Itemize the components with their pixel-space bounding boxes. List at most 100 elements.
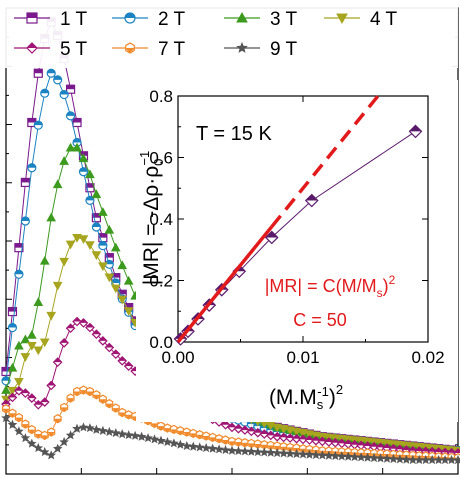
data-point bbox=[40, 88, 50, 98]
data-point bbox=[202, 431, 211, 441]
data-point-fill bbox=[215, 438, 224, 443]
data-point bbox=[59, 257, 69, 267]
data-point bbox=[39, 255, 50, 265]
data-point bbox=[105, 399, 114, 409]
data-point bbox=[98, 336, 108, 346]
data-point-fill bbox=[21, 389, 30, 394]
data-point-fill bbox=[73, 317, 82, 322]
data-point bbox=[375, 453, 386, 463]
data-point bbox=[104, 426, 115, 437]
data-point-fill bbox=[14, 386, 23, 391]
data-point-fill bbox=[34, 400, 43, 405]
data-point-fill bbox=[208, 437, 217, 442]
data-point-fill bbox=[8, 323, 17, 328]
data-point-fill bbox=[118, 412, 127, 417]
data-point bbox=[220, 419, 231, 430]
inset-y-label-sub: 0 bbox=[151, 159, 166, 166]
data-point bbox=[65, 430, 76, 440]
data-point-fill bbox=[66, 324, 75, 329]
data-point bbox=[66, 393, 75, 403]
data-point bbox=[194, 442, 205, 452]
data-point-fill bbox=[34, 121, 43, 126]
data-point-fill bbox=[428, 447, 437, 452]
data-point bbox=[201, 442, 211, 453]
data-point-fill bbox=[111, 273, 120, 278]
data-point bbox=[123, 430, 134, 440]
data-point bbox=[182, 427, 191, 437]
legend-marker-fill bbox=[125, 48, 135, 53]
legend-label: 4 T bbox=[370, 9, 398, 30]
data-point bbox=[356, 452, 366, 462]
data-point bbox=[110, 349, 121, 360]
data-point bbox=[14, 340, 24, 350]
data-point bbox=[324, 437, 334, 447]
data-point bbox=[298, 434, 308, 445]
data-point bbox=[78, 422, 89, 432]
data-point bbox=[98, 425, 108, 435]
inset-data-point-fill bbox=[265, 231, 278, 238]
inset-y-tick-label: 0.4 bbox=[149, 210, 173, 229]
data-point bbox=[79, 385, 88, 395]
data-point bbox=[104, 224, 115, 234]
data-point-fill bbox=[247, 443, 256, 448]
data-point-fill bbox=[344, 440, 353, 445]
data-point bbox=[72, 142, 82, 152]
inset-data-point-fill bbox=[305, 194, 318, 201]
inset-x-label-sub: s bbox=[317, 397, 324, 412]
data-point bbox=[272, 447, 282, 458]
fit-formula-sub: s bbox=[377, 286, 383, 300]
data-point bbox=[78, 235, 89, 245]
data-point bbox=[110, 242, 121, 252]
data-point bbox=[240, 425, 250, 435]
data-point-fill bbox=[357, 441, 366, 446]
data-point-fill bbox=[118, 290, 127, 295]
data-point bbox=[59, 436, 69, 447]
data-point-fill bbox=[228, 441, 236, 446]
data-point-fill bbox=[14, 270, 23, 275]
data-point bbox=[91, 189, 102, 199]
data-point-fill bbox=[240, 426, 249, 431]
data-point-fill bbox=[85, 323, 94, 328]
data-point-fill bbox=[2, 408, 10, 413]
data-point bbox=[7, 362, 18, 372]
data-point bbox=[285, 433, 295, 443]
data-point bbox=[278, 425, 289, 434]
inset-y-tick-label: 0.0 bbox=[149, 333, 173, 352]
data-point bbox=[46, 450, 56, 460]
data-point-fill bbox=[337, 439, 346, 444]
data-point bbox=[175, 439, 186, 449]
data-point-fill bbox=[79, 390, 88, 395]
data-point-fill bbox=[260, 430, 269, 435]
data-point bbox=[91, 329, 102, 340]
fit-constant: C = 50 bbox=[293, 310, 347, 330]
legend-marker-fill bbox=[125, 13, 135, 18]
data-point bbox=[20, 334, 31, 344]
data-point-fill bbox=[118, 356, 127, 361]
data-point-fill bbox=[85, 183, 94, 188]
data-point bbox=[265, 430, 276, 441]
data-point bbox=[104, 342, 115, 353]
legend-marker bbox=[124, 12, 136, 24]
data-point bbox=[278, 432, 289, 443]
data-point-fill bbox=[395, 445, 404, 450]
data-point bbox=[98, 394, 107, 404]
data-point-fill bbox=[34, 434, 43, 439]
data-point bbox=[169, 438, 179, 448]
data-point-fill bbox=[382, 444, 391, 449]
data-point bbox=[72, 117, 82, 128]
data-point-fill bbox=[111, 278, 120, 283]
inset-x-label-sup2: 2 bbox=[336, 382, 343, 397]
data-point bbox=[52, 281, 63, 291]
inset-data-point bbox=[408, 124, 423, 139]
data-point bbox=[34, 429, 43, 439]
data-point-fill bbox=[27, 394, 36, 399]
data-point bbox=[33, 68, 43, 78]
data-point-fill bbox=[195, 434, 204, 439]
data-point bbox=[46, 68, 56, 78]
data-point-fill bbox=[111, 408, 120, 413]
data-point-fill bbox=[47, 381, 56, 386]
data-point bbox=[214, 444, 224, 454]
series-9t bbox=[1, 413, 460, 465]
